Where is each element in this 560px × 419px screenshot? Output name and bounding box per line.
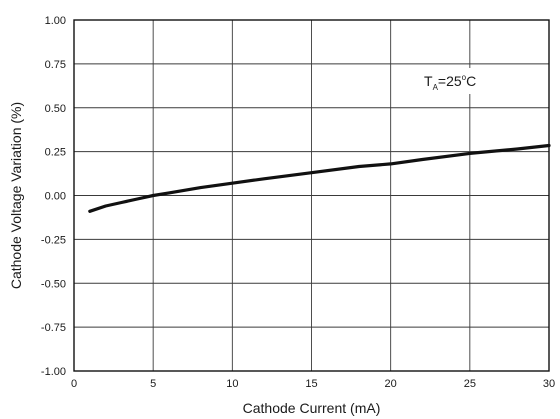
grid-lines: [74, 20, 549, 371]
y-tick-label: 0.50: [45, 103, 66, 115]
x-tick-label: 30: [543, 378, 555, 390]
annotation-subscript: A: [433, 83, 439, 92]
annotation-background: [418, 68, 516, 94]
y-tick-label: 0.25: [45, 147, 66, 159]
y-tick-label: 0.75: [45, 59, 66, 71]
x-axis-title: Cathode Current (mA): [243, 400, 381, 416]
x-tick-labels: 0 5 10 15 20 25 30: [71, 378, 555, 390]
annotation-rest: =25: [438, 73, 462, 89]
x-tick-label: 10: [226, 378, 238, 390]
x-tick-label: 20: [385, 378, 397, 390]
y-tick-label: 0.00: [45, 191, 66, 203]
annotation-text: TA=25oC: [424, 73, 476, 92]
x-tick-label: 25: [464, 378, 476, 390]
y-tick-label: -0.50: [41, 278, 66, 290]
y-tick-labels: 1.00 0.75 0.50 0.25 0.00 -0.25 -0.50 -0.75 -1.00: [41, 15, 66, 378]
y-tick-label: -1.00: [41, 366, 66, 378]
temperature-annotation: TA=25oC: [418, 68, 516, 94]
y-tick-label: -0.25: [41, 234, 66, 246]
y-tick-label: 1.00: [45, 15, 66, 27]
annotation-unit: C: [466, 73, 476, 89]
x-tick-label: 5: [150, 378, 156, 390]
y-axis-title: Cathode Voltage Variation (%): [8, 102, 24, 289]
series-line: [88, 143, 551, 213]
annotation-main: T: [424, 73, 433, 89]
x-tick-label: 0: [71, 378, 77, 390]
plot-frame: [73, 19, 550, 372]
y-tick-label: -0.75: [41, 322, 66, 334]
annotation-superscript: o: [462, 73, 467, 82]
x-tick-label: 15: [305, 378, 317, 390]
